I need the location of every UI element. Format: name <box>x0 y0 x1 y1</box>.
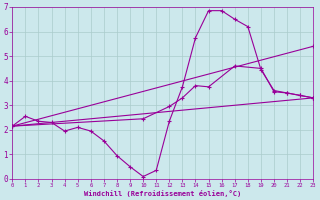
X-axis label: Windchill (Refroidissement éolien,°C): Windchill (Refroidissement éolien,°C) <box>84 190 241 197</box>
